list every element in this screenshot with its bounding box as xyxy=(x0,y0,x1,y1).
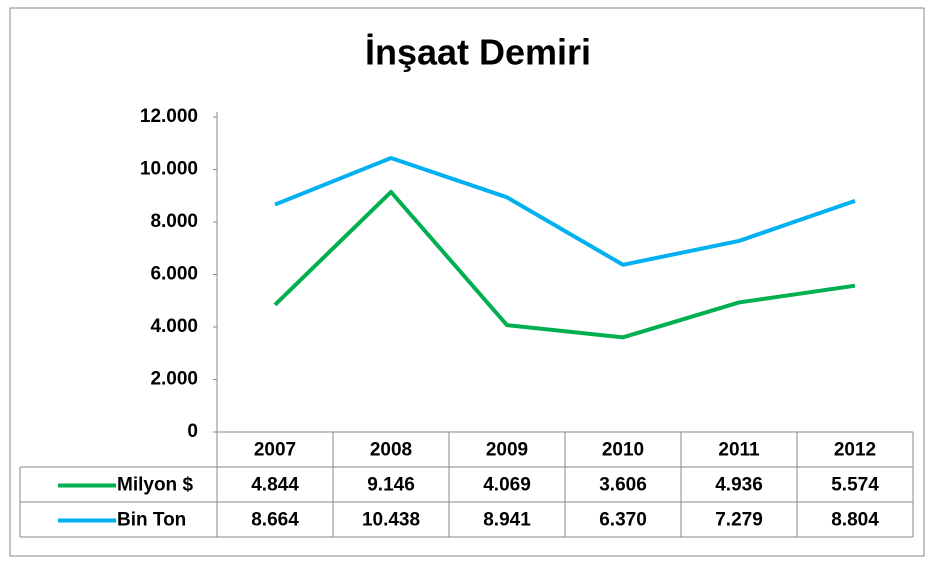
line-series xyxy=(273,189,856,340)
x-tick-label: 2009 xyxy=(486,440,528,461)
table-value: 4.936 xyxy=(715,475,763,496)
x-tick-label: 2007 xyxy=(254,440,296,461)
y-tick-label: 6.000 xyxy=(150,264,198,285)
table-value: 4.844 xyxy=(251,475,299,496)
y-tick-label: 12.000 xyxy=(140,106,198,127)
table-value: 3.606 xyxy=(599,475,647,496)
y-tick-label: 2.000 xyxy=(150,369,198,390)
legend-label: Milyon $ xyxy=(117,475,193,496)
x-tick-label: 2012 xyxy=(834,440,876,461)
y-tick-label: 8.000 xyxy=(150,211,198,232)
table-value: 8.804 xyxy=(831,510,879,531)
y-tick-label: 0 xyxy=(187,421,198,442)
table-value: 6.370 xyxy=(599,510,647,531)
legend-label: Bin Ton xyxy=(117,510,186,531)
table-value: 4.069 xyxy=(483,475,531,496)
x-tick-label: 2010 xyxy=(602,440,644,461)
line-series xyxy=(274,156,856,267)
table-value: 7.279 xyxy=(715,510,763,531)
table-value: 10.438 xyxy=(362,510,420,531)
chart-title: İnşaat Demiri xyxy=(365,32,591,73)
table-value: 8.941 xyxy=(483,510,531,531)
table-value: 9.146 xyxy=(367,475,415,496)
y-tick-label: 10.000 xyxy=(140,159,198,180)
y-tick-label: 4.000 xyxy=(150,316,198,337)
table-value: 5.574 xyxy=(831,475,879,496)
table-value: 8.664 xyxy=(251,510,299,531)
x-tick-label: 2008 xyxy=(370,440,412,461)
x-tick-label: 2011 xyxy=(718,440,760,461)
